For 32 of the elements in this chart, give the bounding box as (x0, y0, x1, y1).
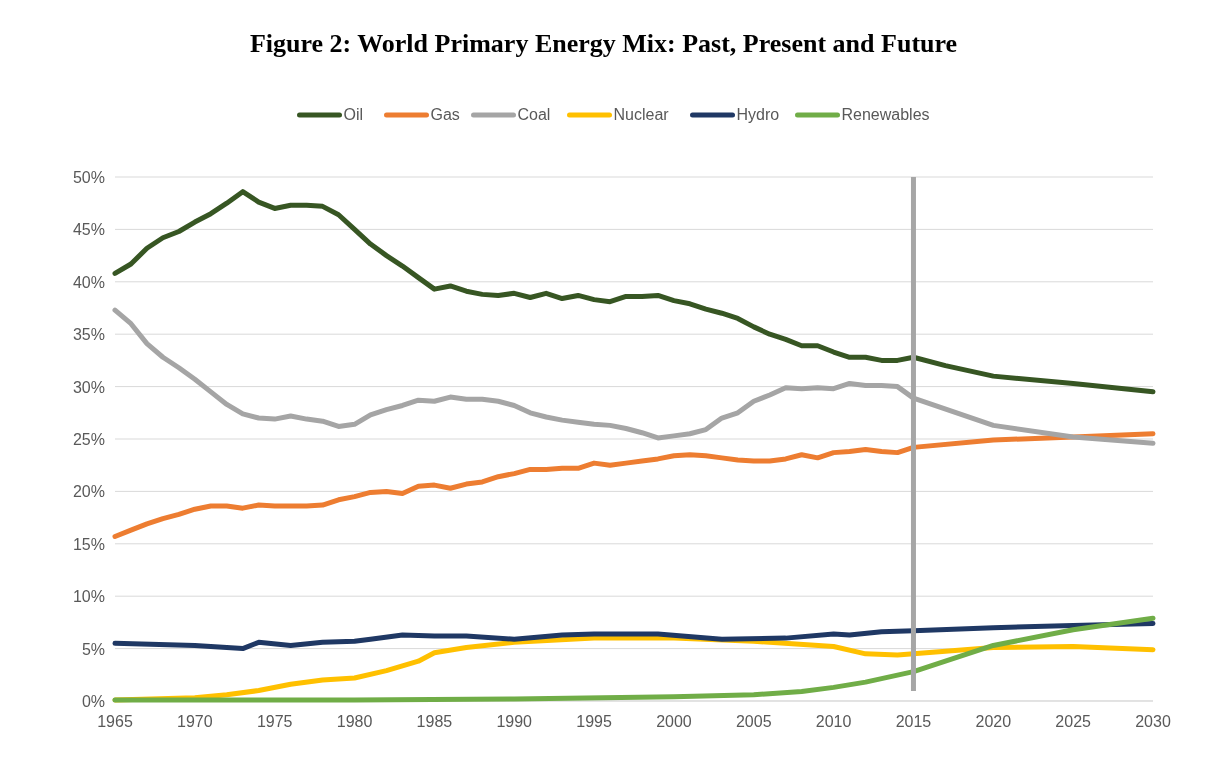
y-tick-label: 50% (72, 169, 105, 186)
x-tick-label: 2025 (1055, 713, 1092, 730)
y-tick-label: 25% (72, 431, 105, 448)
x-tick-label: 2020 (975, 713, 1012, 730)
x-tick-label: 1990 (496, 713, 533, 730)
y-tick-label: 35% (72, 326, 105, 344)
x-tick-label: 1980 (336, 713, 373, 730)
legend-label: Renewables (841, 106, 930, 123)
legend-label: Coal (517, 106, 551, 123)
y-tick-label: 15% (72, 535, 105, 553)
y-tick-label: 30% (72, 378, 105, 396)
x-tick-label: 2000 (656, 713, 692, 730)
y-tick-label: 20% (72, 483, 105, 501)
y-tick-label: 5% (81, 640, 105, 658)
chart-title: Figure 2: World Primary Energy Mix: Past, Present and Future (249, 29, 958, 58)
y-tick-label: 0% (81, 693, 105, 710)
legend-label: Oil (343, 106, 364, 123)
x-tick-label: 2030 (1135, 713, 1171, 730)
x-tick-label: 1985 (416, 713, 453, 730)
x-tick-label: 1975 (256, 713, 293, 730)
x-tick-label: 1995 (576, 713, 612, 730)
y-tick-label: 40% (72, 273, 105, 291)
legend-label: Nuclear (613, 106, 670, 123)
y-tick-label: 45% (72, 221, 105, 239)
x-tick-label: 2005 (735, 713, 772, 730)
y-tick-label: 10% (72, 588, 105, 606)
legend-label: Hydro (736, 106, 780, 123)
legend-label: Gas (430, 106, 460, 123)
x-tick-label: 1970 (177, 713, 213, 730)
x-tick-label: 1965 (97, 713, 133, 730)
x-tick-label: 2015 (895, 713, 932, 730)
x-tick-label: 2010 (815, 713, 852, 730)
